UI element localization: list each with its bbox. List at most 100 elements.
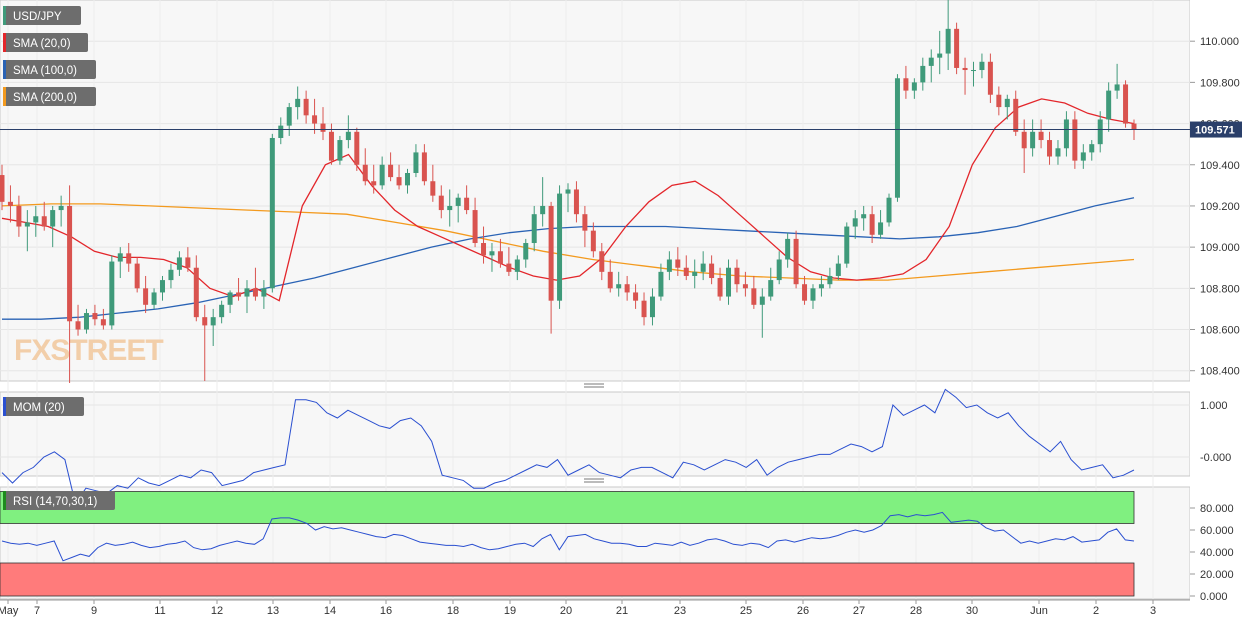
candle — [548, 201, 554, 334]
legend-item-3[interactable]: SMA (200,0) — [3, 87, 96, 106]
legend-item-1[interactable]: SMA (20,0) — [3, 33, 88, 52]
candle — [151, 288, 157, 309]
rsi-overbought-zone — [0, 491, 1135, 524]
candle — [692, 259, 698, 289]
candle-body — [1080, 152, 1086, 161]
candle — [1097, 111, 1103, 153]
candle-body — [464, 197, 470, 211]
candle-body — [675, 259, 681, 268]
candle — [210, 308, 216, 346]
rsi-tick-label: 80.000 — [1200, 503, 1234, 515]
candle — [354, 127, 360, 171]
candle — [987, 53, 993, 103]
candle — [185, 247, 191, 272]
candle-body — [312, 115, 318, 124]
candle-body — [666, 259, 672, 272]
candle — [1080, 144, 1086, 169]
candle — [649, 288, 655, 326]
price-panel — [0, 0, 1191, 382]
candle-body — [7, 201, 13, 206]
legend-item-2[interactable]: SMA (100,0) — [3, 60, 96, 79]
candle — [768, 267, 774, 301]
candle-body — [421, 152, 427, 182]
momentum-legend[interactable]: MOM (20) — [3, 397, 84, 416]
candle — [295, 86, 301, 120]
candle-body — [379, 164, 385, 186]
candle — [565, 183, 571, 213]
date-tick-label: 2 — [1093, 605, 1099, 617]
candle — [802, 275, 808, 305]
candle — [1089, 140, 1095, 161]
candle-body — [590, 230, 596, 252]
date-tick-label: 16 — [380, 605, 392, 617]
candle — [962, 57, 968, 95]
date-tick-label: May — [0, 605, 19, 617]
candle-body — [354, 131, 360, 165]
candle — [827, 267, 833, 289]
date-tick-label: 28 — [910, 605, 922, 617]
date-tick-label: 3 — [1150, 605, 1156, 617]
price-tick-label: 110.000 — [1200, 36, 1239, 48]
candle-body — [776, 259, 782, 281]
candle-body — [126, 253, 132, 264]
rsi-legend[interactable]: RSI (14,70,30,1) — [3, 491, 115, 510]
candle — [126, 243, 132, 272]
legend-item-0[interactable]: USD/JPY — [3, 6, 81, 25]
candle — [928, 49, 934, 83]
candle — [75, 304, 81, 336]
candle — [785, 232, 791, 268]
candle-body — [818, 284, 824, 289]
candle-body — [160, 280, 166, 293]
candle-body — [531, 214, 537, 244]
candle-body — [506, 263, 512, 272]
pane-resize-handle[interactable] — [584, 478, 604, 483]
candle — [751, 275, 757, 309]
candle — [7, 185, 13, 223]
candle-body — [193, 267, 199, 318]
candle — [312, 98, 318, 134]
candle-body — [269, 137, 275, 289]
candle-body — [75, 321, 81, 330]
candle — [303, 90, 309, 124]
candle — [894, 74, 900, 202]
price-tick-label: 108.600 — [1200, 325, 1240, 337]
candle-body — [404, 172, 410, 186]
candle-body — [33, 216, 39, 223]
candle — [16, 195, 22, 237]
momentum-panel — [0, 391, 1191, 477]
candle — [388, 152, 394, 182]
candle-body — [548, 205, 554, 301]
candle-body — [599, 251, 605, 272]
candle-body — [1097, 119, 1103, 145]
candle-body — [514, 259, 520, 272]
candle-body — [911, 82, 917, 91]
candle-body — [151, 292, 157, 305]
candle — [1055, 140, 1061, 165]
momentum-tick-label: -0.000 — [1200, 452, 1231, 464]
candle-body — [1072, 119, 1078, 161]
candle-body — [920, 65, 926, 83]
candle-body — [278, 125, 284, 138]
candle-body — [979, 61, 985, 71]
date-tick-label: 11 — [154, 605, 165, 617]
candle — [523, 238, 529, 268]
date-tick-label: 7 — [34, 605, 40, 617]
candle — [67, 185, 73, 384]
legend-label: RSI (14,70,30,1) — [13, 496, 98, 508]
candle — [734, 259, 740, 293]
candle — [24, 210, 30, 252]
candle — [557, 185, 563, 309]
rsi-tick-label: 20.000 — [1200, 569, 1234, 581]
candle-body — [886, 197, 892, 223]
candle — [1123, 80, 1129, 128]
legend-label: SMA (20,0) — [13, 38, 71, 50]
legend-label: MOM (20) — [13, 402, 65, 414]
candle — [726, 259, 732, 305]
price-legend: USD/JPY SMA (20,0) SMA (100,0) SMA (200,0) — [3, 6, 96, 106]
candle — [337, 135, 343, 165]
candle — [844, 222, 850, 268]
candle-body — [802, 284, 808, 301]
pane-resize-handle[interactable] — [584, 383, 604, 388]
candle-body — [244, 288, 250, 297]
candle-body — [210, 317, 216, 326]
